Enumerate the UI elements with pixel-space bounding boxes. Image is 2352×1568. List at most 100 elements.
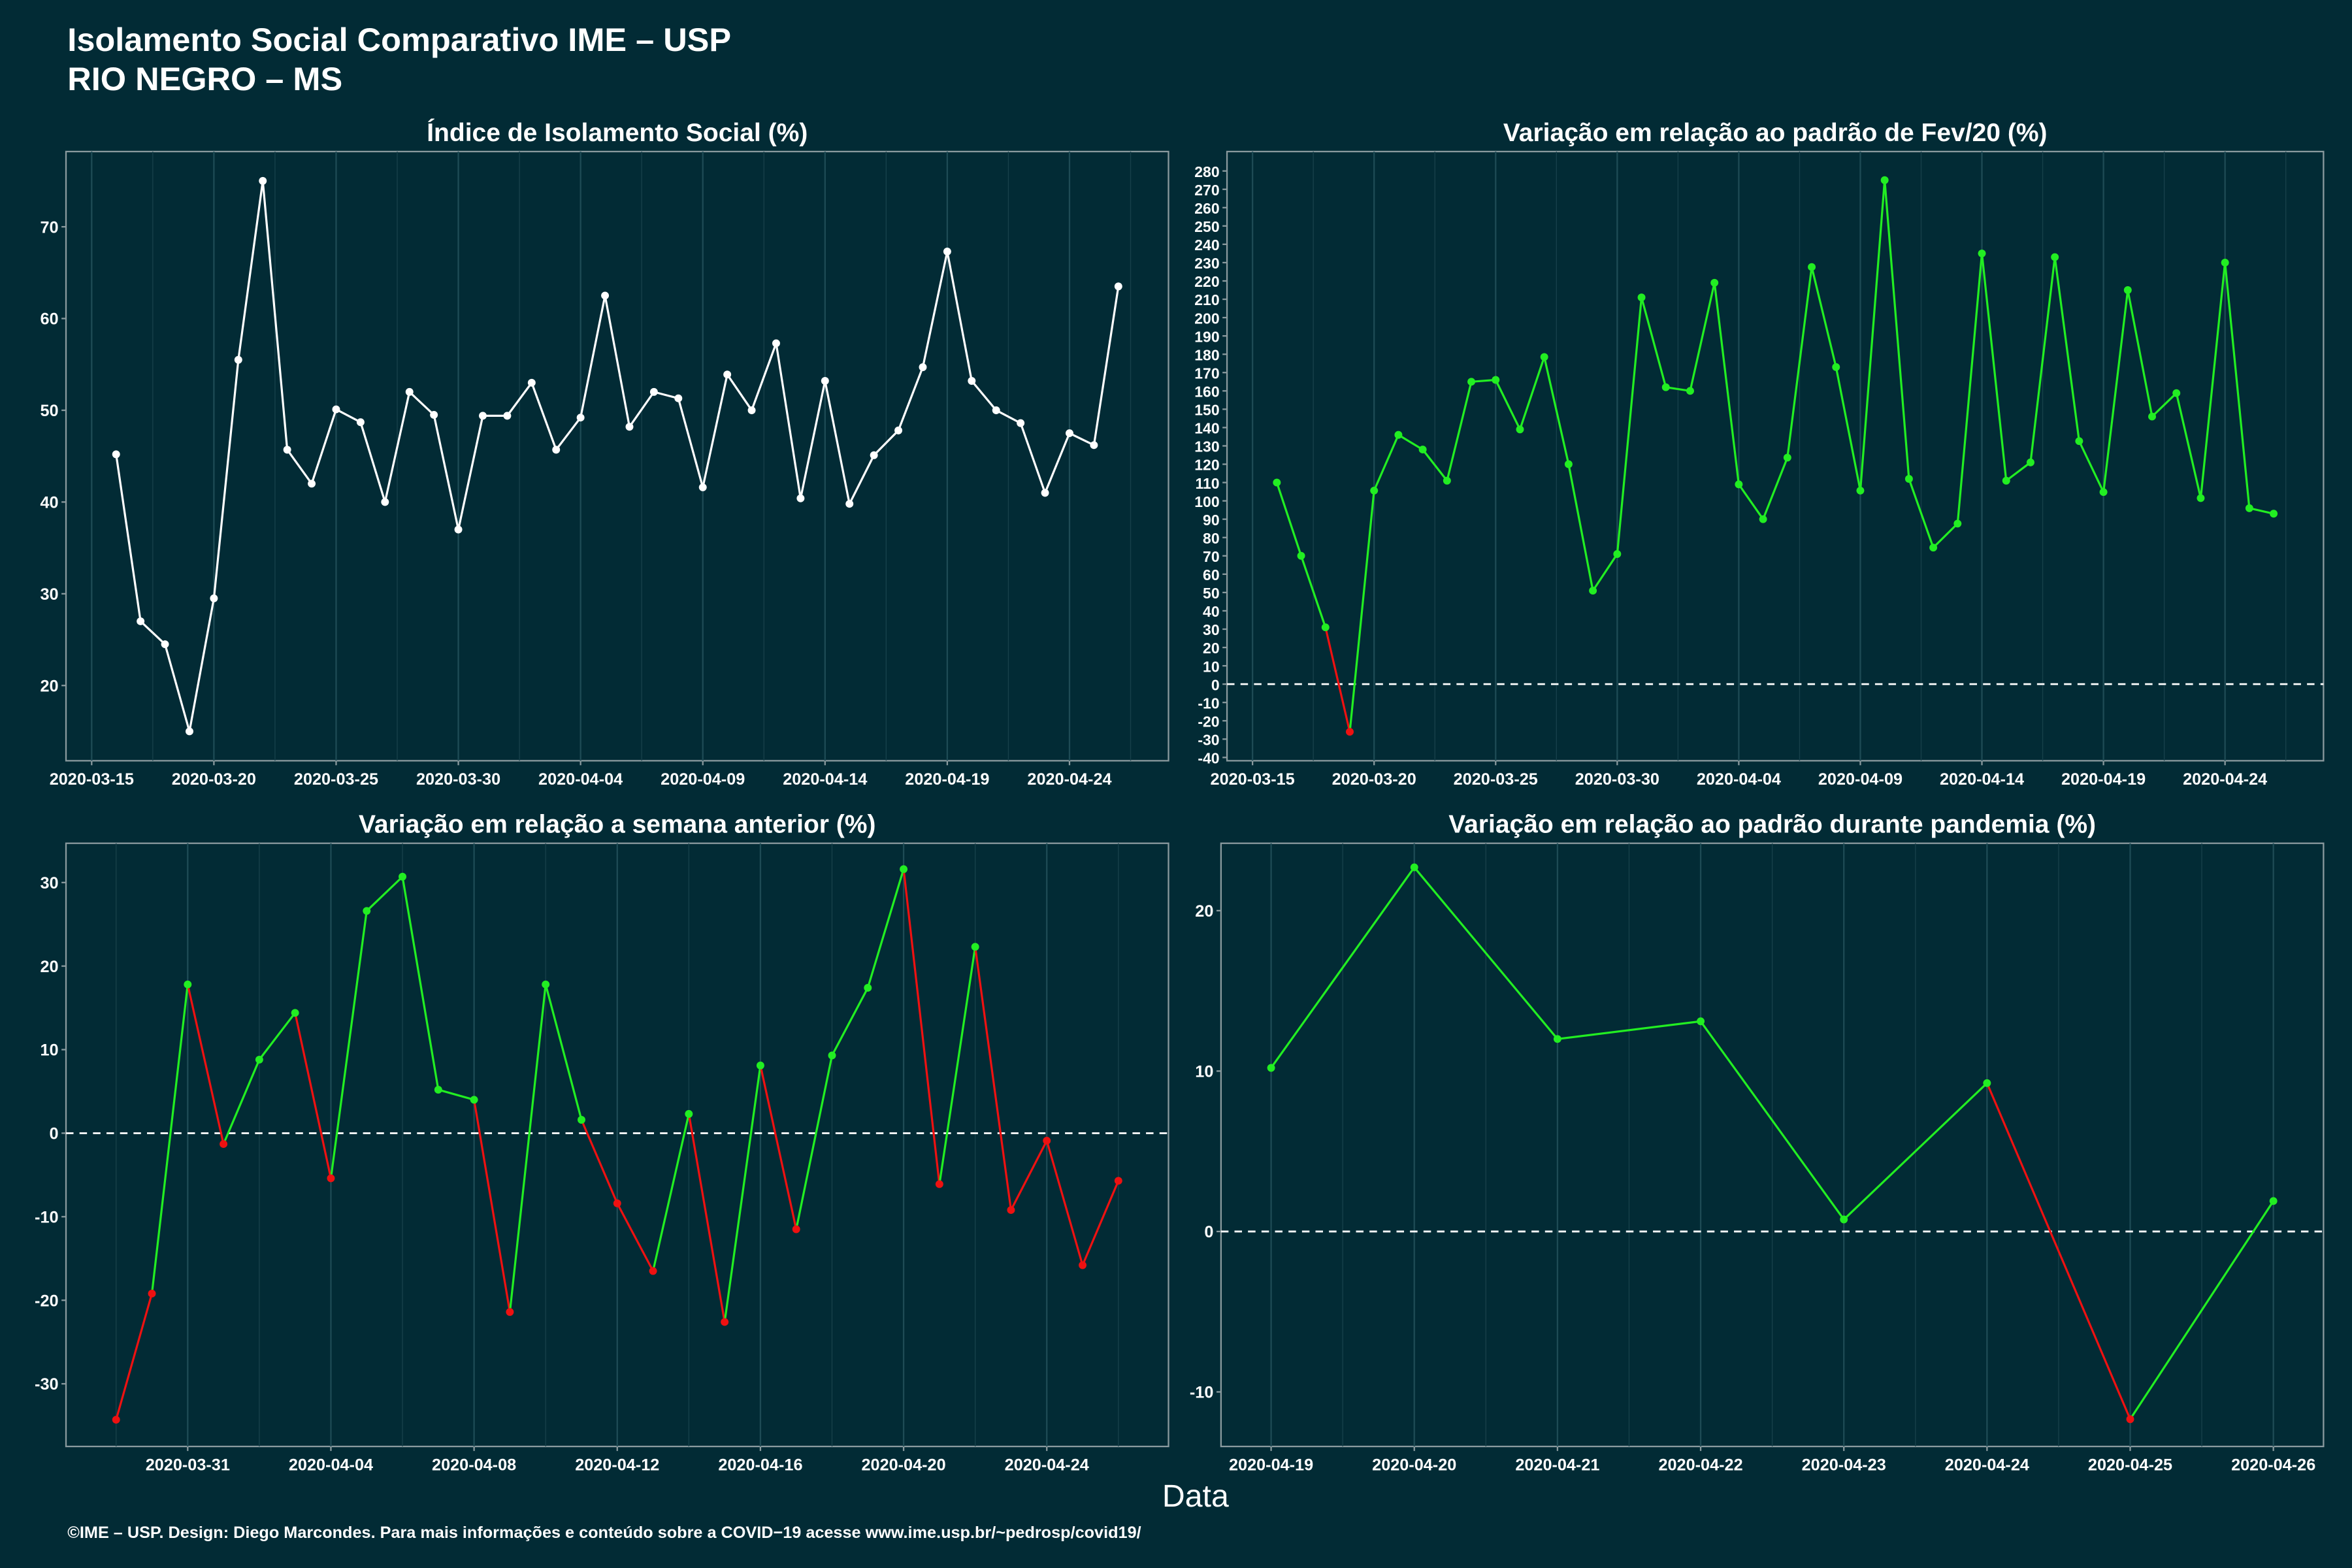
- y-tick-label: 10: [40, 1041, 58, 1060]
- point: [1467, 378, 1476, 386]
- y-tick-label: 30: [40, 585, 58, 604]
- y-tick-label: 20: [40, 958, 58, 976]
- point: [625, 423, 634, 431]
- line-segment: [799, 380, 826, 499]
- y-tick-label: -10: [1198, 694, 1219, 711]
- point: [1540, 353, 1548, 361]
- line-segment: [687, 1113, 726, 1322]
- point: [1090, 441, 1098, 449]
- point: [2075, 437, 2083, 446]
- line-segment: [359, 421, 386, 502]
- line-segment: [1081, 1180, 1120, 1266]
- y-tick-label: 220: [1194, 273, 1219, 290]
- point: [1840, 1215, 1848, 1224]
- point: [2269, 1197, 2278, 1205]
- plot-area: [65, 150, 1169, 762]
- point: [542, 980, 550, 988]
- x-tick-label: 2020-04-12: [575, 1456, 659, 1475]
- point: [796, 494, 805, 502]
- x-tick-label: 2020-04-19: [2061, 770, 2146, 789]
- line-segment: [1557, 1020, 1701, 1040]
- point: [992, 406, 1000, 414]
- point: [291, 1009, 299, 1017]
- point: [112, 1416, 120, 1424]
- y-tick-label: 50: [1203, 585, 1220, 602]
- y-tick-label: 90: [1203, 512, 1220, 529]
- point: [943, 248, 951, 255]
- point: [1418, 446, 1427, 454]
- point: [1661, 383, 1670, 391]
- point: [821, 377, 829, 385]
- y-tick-label: 20: [1203, 640, 1220, 657]
- point: [756, 1061, 764, 1070]
- line-segment: [188, 598, 215, 732]
- line-segment: [1884, 180, 1910, 480]
- line-segment: [938, 947, 977, 1184]
- point: [1321, 623, 1330, 632]
- point: [1041, 489, 1049, 497]
- line-segment: [1397, 434, 1424, 451]
- line-segment: [616, 1203, 654, 1272]
- line-segment: [438, 1088, 475, 1101]
- point: [723, 370, 732, 379]
- y-tick-label: -20: [1198, 713, 1219, 730]
- line-segment: [150, 984, 189, 1294]
- point: [1273, 478, 1281, 487]
- point: [2245, 504, 2253, 512]
- y-tick-label: 270: [1194, 182, 1219, 199]
- line-segment: [751, 342, 777, 411]
- line-segment: [2224, 262, 2251, 509]
- point: [1516, 425, 1524, 434]
- point: [1443, 476, 1451, 485]
- line-segment: [115, 1293, 154, 1420]
- line-segment: [2053, 257, 2080, 442]
- point: [578, 1116, 585, 1124]
- line-segment: [1413, 866, 1559, 1040]
- y-tick-label: 70: [40, 218, 58, 237]
- point: [649, 1267, 657, 1275]
- line-segment: [897, 367, 924, 431]
- line-segment: [1908, 478, 1935, 548]
- y-tick-label: 180: [1194, 346, 1219, 363]
- point: [399, 872, 407, 881]
- line-segment: [1010, 1140, 1048, 1211]
- line-segment: [995, 409, 1021, 425]
- panel-title: Variação em relação ao padrão durante pa…: [1448, 811, 2096, 839]
- line-segment: [140, 620, 166, 645]
- x-tick-label: 2020-04-21: [1515, 1456, 1599, 1475]
- point: [1759, 515, 1767, 523]
- point: [1697, 1017, 1705, 1026]
- point: [772, 339, 780, 348]
- line-segment: [1092, 286, 1120, 446]
- point: [1017, 419, 1025, 427]
- y-tick-label: 70: [1203, 548, 1220, 565]
- x-tick-label: 2020-04-14: [783, 770, 867, 789]
- line-segment: [2078, 440, 2105, 493]
- line-segment: [164, 644, 191, 732]
- point: [552, 446, 561, 454]
- x-tick-label: 2020-04-24: [1027, 770, 1111, 789]
- point: [919, 363, 927, 371]
- line-segment: [2249, 507, 2274, 515]
- panel: Índice de Isolamento Social (%) 2020-03-1…: [40, 118, 1169, 789]
- y-tick-label: 10: [1195, 1063, 1213, 1081]
- point: [747, 406, 756, 414]
- x-tick-label: 2020-04-24: [1005, 1456, 1089, 1475]
- point: [1613, 550, 1622, 558]
- point: [1267, 1064, 1275, 1072]
- x-tick-label: 2020-03-15: [1211, 770, 1295, 789]
- point: [900, 865, 908, 874]
- y-tick-label: 10: [1203, 658, 1220, 675]
- line-segment: [506, 382, 533, 417]
- point: [210, 594, 218, 602]
- x-tick-label: 2020-03-20: [1332, 770, 1416, 789]
- point: [220, 1140, 228, 1149]
- line-segment: [1843, 1082, 1988, 1220]
- panel-title: Variação em relação ao padrão de Fev/20 …: [1503, 119, 2048, 147]
- line-segment: [1980, 253, 2008, 481]
- line-segment: [848, 455, 875, 504]
- line-segment: [2005, 461, 2031, 482]
- y-tick-label: 200: [1194, 310, 1219, 327]
- y-tick-label: 280: [1194, 163, 1219, 180]
